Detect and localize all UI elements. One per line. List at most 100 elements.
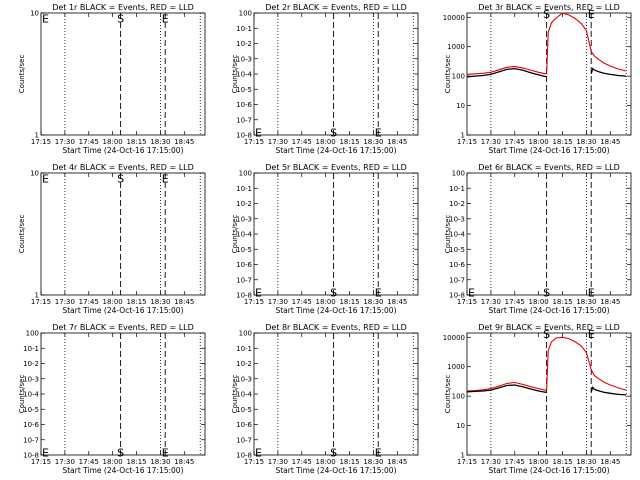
- x-tick-label: 17:15: [31, 298, 51, 306]
- plot-frame: [253, 332, 419, 456]
- chart-title: Det 5r BLACK = Events, RED = LLD: [265, 163, 407, 172]
- chart-title: Det 7r BLACK = Events, RED = LLD: [52, 323, 194, 332]
- x-axis-label: Start Time (24-Oct-16 17:15:00): [488, 466, 609, 475]
- time-marker: E: [468, 286, 475, 299]
- time-marker: E: [588, 8, 595, 21]
- y-tick-label: 10-2: [23, 360, 39, 368]
- y-tick-label: 1000: [447, 363, 465, 371]
- y-tick-label: 10-7: [236, 116, 252, 124]
- time-marker: S: [330, 286, 337, 299]
- x-tick-label: 18:15: [552, 138, 572, 146]
- series-line-lld-1: [466, 336, 627, 392]
- y-tick-label: 10-4: [236, 391, 252, 399]
- y-tick-label: 10-3: [236, 215, 252, 223]
- x-tick-label: 17:45: [292, 458, 312, 466]
- y-tick-label: 10-5: [236, 86, 252, 94]
- y-tick-label: 10-8: [23, 452, 39, 460]
- series-line-events-2: [590, 385, 627, 396]
- y-axis-label: Counts/sec: [444, 375, 452, 414]
- x-axis-label: Start Time (24-Oct-16 17:15:00): [488, 306, 609, 315]
- time-marker: S: [330, 446, 337, 459]
- x-tick-label: 17:15: [31, 458, 51, 466]
- x-tick-label: 18:30: [150, 458, 170, 466]
- y-tick-label: 10-4: [236, 231, 252, 239]
- detector-panel-1: Det 1r BLACK = Events, RED = LLD 1 10 17:15…: [0, 0, 213, 160]
- x-tick-label: 18:00: [316, 298, 336, 306]
- time-marker: E: [42, 446, 49, 459]
- x-tick-label: 18:45: [387, 138, 407, 146]
- plot-frame: [253, 12, 419, 136]
- detector-chart-8: Det 8r BLACK = Events, RED = LLD 10-8 10-7…: [231, 323, 419, 475]
- y-tick-label: 10-2: [236, 200, 252, 208]
- x-tick-label: 18:30: [576, 138, 596, 146]
- x-axis-label: Start Time (24-Oct-16 17:15:00): [62, 306, 183, 315]
- y-tick-label: 10-3: [23, 375, 39, 383]
- x-tick-label: 18:45: [387, 298, 407, 306]
- time-marker: S: [117, 446, 124, 459]
- y-axis-label: Counts/sec: [444, 215, 452, 254]
- time-marker: E: [162, 446, 169, 459]
- x-tick-label: 18:15: [126, 298, 146, 306]
- x-tick-label: 18:30: [576, 298, 596, 306]
- x-tick-label: 18:45: [600, 298, 620, 306]
- detector-chart-7: Det 7r BLACK = Events, RED = LLD 10-8 10-7…: [18, 323, 206, 475]
- time-marker: S: [543, 8, 550, 21]
- time-marker: E: [42, 13, 49, 26]
- x-tick-label: 18:45: [600, 458, 620, 466]
- y-tick-label: 10-1: [23, 345, 39, 353]
- plot-frame: [466, 172, 632, 296]
- x-tick-label: 17:30: [481, 458, 501, 466]
- y-tick-label: 10-1: [236, 185, 252, 193]
- x-axis-label: Start Time (24-Oct-16 17:15:00): [488, 146, 609, 155]
- x-tick-label: 18:00: [316, 458, 336, 466]
- chart-title: Det 4r BLACK = Events, RED = LLD: [52, 163, 194, 172]
- x-tick-label: 17:30: [268, 458, 288, 466]
- time-marker: E: [588, 328, 595, 341]
- x-tick-label: 17:15: [244, 298, 264, 306]
- y-axis-label: Counts/sec: [444, 55, 452, 94]
- detector-panel-4: Det 4r BLACK = Events, RED = LLD 1 10 17:15…: [0, 160, 213, 320]
- detector-chart-2: Det 2r BLACK = Events, RED = LLD 10-8 10-7…: [231, 3, 419, 155]
- x-tick-label: 17:45: [79, 138, 99, 146]
- y-axis-label: Counts/sec: [231, 55, 239, 94]
- time-marker: S: [117, 173, 124, 186]
- y-tick-label: 1: [461, 132, 465, 140]
- y-tick-label: 10-5: [23, 406, 39, 414]
- detector-chart-1: Det 1r BLACK = Events, RED = LLD 1 10 17:15…: [18, 3, 206, 155]
- time-marker: E: [162, 13, 169, 26]
- y-axis-label: Counts/sec: [231, 375, 239, 414]
- detector-chart-5: Det 5r BLACK = Events, RED = LLD 10-8 10-7…: [231, 163, 419, 315]
- x-tick-label: 18:15: [339, 138, 359, 146]
- y-tick-label: 100: [452, 393, 465, 401]
- x-tick-label: 18:00: [529, 138, 549, 146]
- x-tick-label: 17:45: [79, 458, 99, 466]
- x-axis-label: Start Time (24-Oct-16 17:15:00): [275, 466, 396, 475]
- series-line-lld-1: [466, 12, 627, 75]
- y-tick-label: 10-2: [236, 40, 252, 48]
- x-tick-label: 18:00: [103, 138, 123, 146]
- chart-title: Det 3r BLACK = Events, RED = LLD: [478, 3, 620, 12]
- y-tick-label: 1: [35, 292, 39, 300]
- y-tick-label: 10-1: [236, 25, 252, 33]
- detector-chart-4: Det 4r BLACK = Events, RED = LLD 1 10 17:15…: [18, 163, 206, 315]
- y-tick-label: 10-8: [236, 452, 252, 460]
- y-tick-label: 10-1: [236, 345, 252, 353]
- x-tick-label: 17:15: [457, 298, 477, 306]
- detector-chart-9: Det 9r BLACK = Events, RED = LLD 1 10 100 10…: [443, 323, 632, 475]
- x-tick-label: 18:15: [552, 298, 572, 306]
- detector-panel-6: Det 6r BLACK = Events, RED = LLD 10-8 10-7…: [426, 160, 639, 320]
- y-tick-label: 10-4: [236, 71, 252, 79]
- time-marker: E: [162, 173, 169, 186]
- y-tick-label: 1000: [447, 43, 465, 51]
- time-marker: S: [543, 286, 550, 299]
- y-tick-label: 10-6: [236, 101, 252, 109]
- x-tick-label: 18:15: [339, 458, 359, 466]
- y-tick-label: 100: [239, 330, 252, 338]
- y-tick-label: 10: [456, 422, 465, 430]
- time-marker: E: [375, 446, 382, 459]
- y-tick-label: 10-2: [449, 200, 465, 208]
- x-tick-label: 17:30: [481, 138, 501, 146]
- x-tick-label: 18:15: [552, 458, 572, 466]
- time-marker: E: [255, 446, 262, 459]
